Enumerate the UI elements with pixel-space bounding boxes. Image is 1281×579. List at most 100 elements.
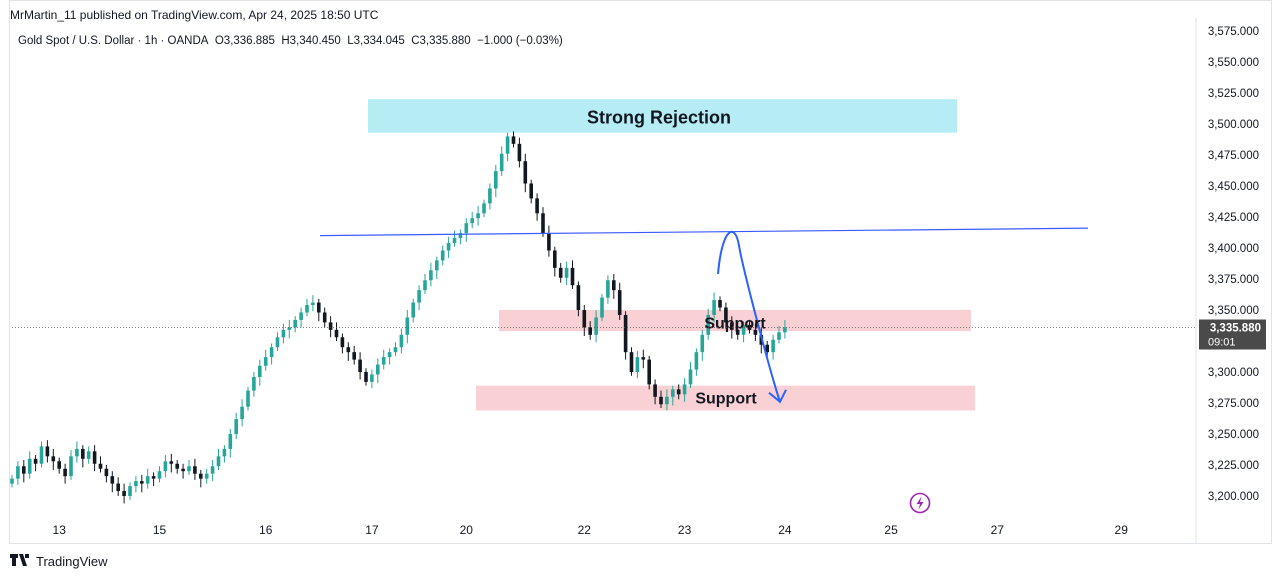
x-tick-label: 25: [884, 523, 898, 537]
y-tick-label: 3,250.000: [1208, 429, 1259, 441]
candle-body: [429, 270, 433, 281]
candle-body: [635, 357, 640, 372]
candle-body: [281, 329, 286, 338]
y-tick-label: 3,200.000: [1208, 491, 1259, 503]
candle-body: [753, 329, 758, 335]
candle-body: [735, 329, 740, 335]
support-label: Support: [704, 316, 766, 333]
price-tag: [1199, 319, 1266, 350]
candle-body: [576, 285, 581, 310]
y-tick-label: 3,275.000: [1208, 398, 1259, 410]
candle-body: [647, 359, 651, 385]
y-tick-label: 3,575.000: [1208, 26, 1259, 38]
legend-c-value: 3,335.880: [419, 35, 471, 47]
y-tick-label: 3,375.000: [1208, 274, 1259, 286]
candle-body: [505, 136, 510, 154]
candle-body: [275, 337, 280, 348]
candle-body: [340, 337, 345, 348]
candle-body: [771, 339, 775, 353]
candle-body: [417, 290, 421, 303]
legend-h-label: H: [281, 35, 290, 47]
candle-body: [92, 451, 97, 464]
candle-body: [269, 347, 274, 358]
candle-body: [440, 250, 445, 261]
candle-body: [777, 332, 781, 340]
chart-frame: [9, 0, 1272, 544]
candle-body: [157, 471, 162, 479]
candle-body: [435, 260, 439, 271]
candle-body: [564, 267, 569, 278]
candle-body: [134, 481, 138, 487]
projection-arrow[interactable]: [717, 230, 781, 403]
footer-brand-label: TradingView: [36, 553, 108, 569]
candle-body: [287, 327, 292, 330]
candle-body: [204, 473, 209, 479]
legend-l-value: 3,334.045: [353, 35, 405, 47]
candle-body: [741, 324, 746, 335]
x-tick-label: 23: [678, 523, 692, 537]
legend-ohlc: Gold Spot / U.S. Dollar · 1h · OANDA O3,…: [18, 35, 563, 47]
candle-body: [22, 466, 26, 474]
tradingview-logo-icon: [10, 553, 32, 569]
y-tick-label: 3,400.000: [1208, 243, 1259, 255]
candle-body: [783, 327, 787, 333]
x-tick-label: 13: [53, 523, 67, 537]
legend-symbol[interactable]: Gold Spot / U.S. Dollar · 1h · OANDA: [18, 35, 209, 47]
support-label: Support: [695, 391, 757, 408]
candle-body: [393, 347, 398, 353]
candle-body: [328, 322, 333, 330]
legend-change: −1.000 (−0.03%): [477, 35, 563, 47]
candle-body: [671, 389, 675, 397]
trendline[interactable]: [319, 227, 1089, 237]
candle-body: [659, 396, 663, 405]
x-tick-label: 22: [578, 523, 592, 537]
y-tick-label: 3,350.000: [1208, 305, 1259, 317]
candle-body: [39, 446, 44, 464]
lightning-icon[interactable]: [909, 492, 931, 514]
candle-body: [535, 198, 539, 214]
y-tick-label: 3,500.000: [1208, 119, 1259, 131]
y-tick-label: 3,425.000: [1208, 212, 1259, 224]
candle-body: [27, 458, 32, 474]
candle-body: [405, 317, 410, 335]
zone-support-2[interactable]: [476, 385, 975, 411]
candle-body: [193, 466, 197, 474]
candle-body: [665, 396, 669, 405]
candle-body: [258, 365, 262, 377]
candle-body: [730, 322, 734, 330]
candle-body: [452, 238, 457, 244]
y-tick-label: 3,525.000: [1208, 88, 1259, 100]
y-tick-label: 3,550.000: [1208, 57, 1259, 69]
x-tick-label: 29: [1115, 523, 1129, 537]
candle-body: [293, 319, 297, 328]
legend-h-value: 3,340.450: [289, 35, 341, 47]
candle-body: [86, 451, 91, 459]
candle-body: [222, 448, 227, 457]
candle-body: [765, 344, 769, 353]
candle-body: [169, 461, 174, 464]
x-tick-label: 16: [259, 523, 273, 537]
candle-body: [234, 419, 238, 434]
candle-body: [240, 406, 244, 420]
candle-body: [163, 461, 168, 472]
candle-body: [352, 352, 356, 360]
price-tag-countdown: 09:01: [1208, 337, 1236, 349]
candle-body: [582, 310, 587, 328]
candle-body: [570, 267, 575, 286]
candle-body: [464, 223, 469, 234]
candle-body: [541, 213, 545, 234]
x-tick-label: 20: [460, 523, 474, 537]
candle-body: [612, 280, 616, 291]
candle-body: [63, 468, 67, 477]
lightning-icon-bolt: [916, 496, 924, 510]
candle-body: [747, 324, 752, 330]
zone-strong-rejection[interactable]: [368, 99, 957, 133]
candle-body: [641, 357, 646, 360]
legend-o-value: 3,336.885: [223, 35, 275, 47]
candle-body: [523, 161, 528, 184]
candle-body: [529, 183, 533, 199]
footer-brand[interactable]: TradingView: [10, 553, 108, 569]
zone-support-1[interactable]: [499, 310, 971, 332]
candle-body: [104, 468, 109, 477]
